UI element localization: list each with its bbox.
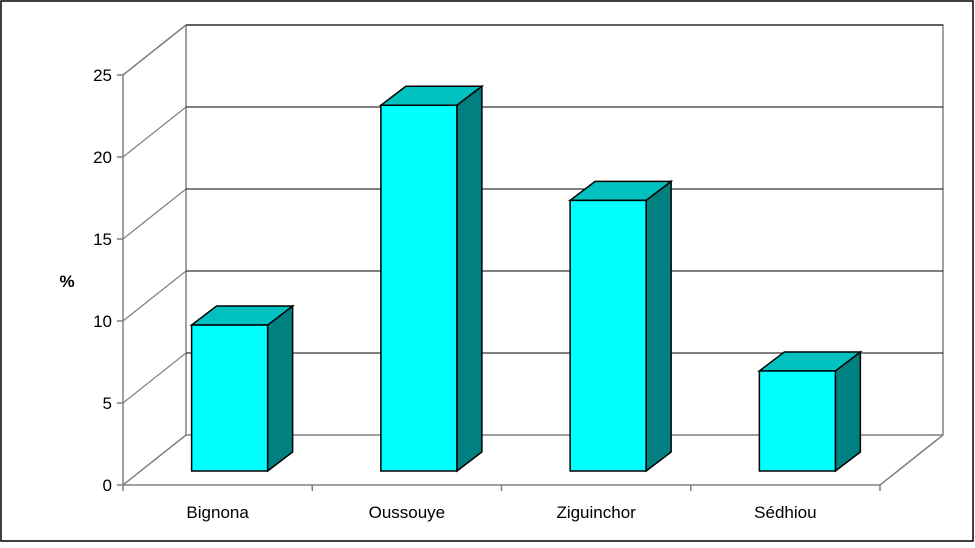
bar-front-ziguinchor (569, 199, 647, 472)
y-tick-label: 25 (93, 66, 112, 85)
floor-right-edge (879, 434, 944, 486)
bar-front-sedhiou (758, 370, 837, 472)
floor-left-edge (122, 434, 187, 486)
bar-side-sedhiou (834, 350, 862, 473)
bar-side-ziguinchor (645, 179, 672, 473)
gridline-side (122, 352, 187, 404)
y-axis-label: % (59, 272, 74, 291)
bar-front-oussouye (380, 104, 458, 472)
bar-side-bignona (266, 304, 294, 473)
x-tick-label: Bignona (186, 503, 249, 522)
x-tick-label: Ziguinchor (556, 503, 636, 522)
gridline-side (122, 106, 187, 158)
bar-front-bignona (190, 324, 269, 472)
bar-sedhiou (757, 350, 863, 473)
gridline-side (122, 188, 187, 240)
x-tick-labels: Bignona Oussouye Ziguinchor Sédhiou (186, 503, 816, 522)
axes (117, 74, 881, 491)
bar-ziguinchor (567, 179, 674, 473)
y-tick-labels: 0 5 10 15 20 25 (93, 66, 112, 495)
y-tick-label: 0 (103, 476, 112, 495)
bar-bignona (189, 304, 295, 473)
bar-oussouye (378, 84, 485, 473)
y-tick-label: 10 (93, 312, 112, 331)
x-tick-label: Oussouye (369, 503, 446, 522)
bars (189, 84, 863, 473)
gridline-side (122, 270, 187, 322)
y-tick-label: 15 (93, 230, 112, 249)
y-tick-label: 5 (103, 394, 112, 413)
gridline-side (122, 24, 187, 76)
bar-side-oussouye (456, 84, 483, 473)
x-tick-label: Sédhiou (754, 503, 816, 522)
y-tick-label: 20 (93, 148, 112, 167)
